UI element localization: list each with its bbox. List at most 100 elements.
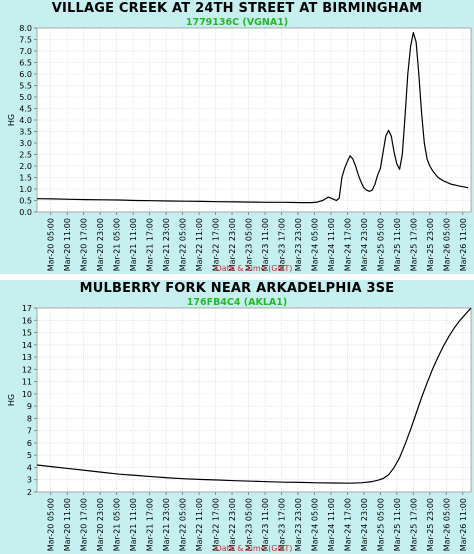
x-axis-label: Date & Time (GMT) bbox=[216, 544, 293, 553]
y-tick-label: 8 bbox=[27, 414, 32, 423]
x-tick-label: Mar-26 11:00 bbox=[459, 498, 468, 551]
y-tick-label: 2.0 bbox=[19, 162, 32, 171]
y-tick-label: 3.0 bbox=[19, 139, 32, 148]
x-tick-label: Mar-21 17:00 bbox=[146, 218, 155, 271]
x-tick-label: Mar-25 11:00 bbox=[393, 498, 402, 551]
x-tick-label: Mar-25 17:00 bbox=[409, 498, 418, 551]
x-tick-label: Mar-20 17:00 bbox=[80, 218, 89, 271]
y-tick-label: 7.0 bbox=[19, 47, 32, 56]
y-tick-label: 4 bbox=[27, 463, 32, 472]
chart-panel-vgna1: VILLAGE CREEK AT 24TH STREET AT BIRMINGH… bbox=[0, 0, 474, 274]
chart-title: VILLAGE CREEK AT 24TH STREET AT BIRMINGH… bbox=[51, 1, 423, 16]
x-tick-label: Mar-22 05:00 bbox=[179, 498, 188, 551]
x-tick-label: Mar-26 11:00 bbox=[459, 218, 468, 271]
y-axis-label: HG bbox=[7, 114, 16, 126]
x-tick-label: Mar-20 23:00 bbox=[96, 498, 105, 551]
y-tick-label: 4.0 bbox=[19, 116, 32, 125]
x-tick-label: Mar-25 23:00 bbox=[426, 218, 435, 271]
x-tick-label: Mar-22 11:00 bbox=[195, 498, 204, 551]
x-tick-label: Mar-23 05:00 bbox=[245, 498, 254, 551]
series-line bbox=[36, 307, 472, 484]
x-tick-label: Mar-21 11:00 bbox=[129, 218, 138, 271]
y-tick-label: 8.0 bbox=[19, 24, 32, 33]
chart-vgna1: 0.0 0.5 1.0 1.5 2.0 2.5 3.0 3.5 4.0 4.5 5.0 5.5 6.0 6… bbox=[7, 24, 472, 273]
chart-subtitle: 1779136C (VGNA1) bbox=[185, 17, 289, 28]
y-axis-label: HG bbox=[7, 394, 16, 406]
y-tick-label: 5 bbox=[27, 451, 32, 460]
x-tick-label: Mar-24 11:00 bbox=[327, 498, 336, 551]
y-tick-label: 2.5 bbox=[19, 151, 32, 160]
x-tick-label: Mar-21 23:00 bbox=[162, 498, 171, 551]
x-tick-label: Mar-24 17:00 bbox=[343, 498, 352, 551]
y-tick-label: 9 bbox=[27, 402, 32, 411]
y-tick-label: 1.0 bbox=[19, 185, 32, 194]
x-tick-label: Mar-25 17:00 bbox=[409, 218, 418, 271]
plot-border bbox=[36, 27, 472, 213]
y-tick-label: 5.5 bbox=[19, 82, 32, 91]
x-tick-label: Mar-20 17:00 bbox=[80, 498, 89, 551]
y-tick-label: 0.0 bbox=[19, 208, 32, 217]
y-tick-label: 1.5 bbox=[19, 174, 32, 183]
y-tick-label: 7 bbox=[27, 427, 32, 436]
plot-area bbox=[37, 308, 471, 492]
x-tick-label: Mar-21 05:00 bbox=[113, 498, 122, 551]
chart-akla1: 2 3 4 5 6 7 8 9 10 11 12 13 14 15 16 17 Mar-20 05:00 Mar-… bbox=[7, 304, 472, 553]
y-tick-label: 5.0 bbox=[19, 93, 32, 102]
x-tick-label: Mar-21 11:00 bbox=[129, 498, 138, 551]
series-line bbox=[36, 32, 469, 204]
x-tick-label: Mar-22 11:00 bbox=[195, 218, 204, 271]
y-tick-label: 2 bbox=[27, 488, 32, 497]
y-tick-label: 3 bbox=[27, 476, 32, 485]
x-tick-label: Mar-20 11:00 bbox=[63, 218, 72, 271]
y-tick-label: 17 bbox=[22, 304, 32, 313]
x-tick-label: Mar-23 11:00 bbox=[261, 498, 270, 551]
y-tick-label: 15 bbox=[22, 329, 32, 338]
y-tick-label: 16 bbox=[22, 316, 32, 325]
x-tick-label: Mar-20 05:00 bbox=[47, 218, 56, 271]
x-tick-label: Mar-23 23:00 bbox=[294, 498, 303, 551]
x-tick-label: Mar-22 05:00 bbox=[179, 218, 188, 271]
x-tick-label: Mar-23 17:00 bbox=[277, 218, 286, 271]
plot-border bbox=[36, 307, 472, 493]
x-tick-label: Mar-23 17:00 bbox=[277, 498, 286, 551]
y-tick-label: 7.5 bbox=[19, 36, 32, 45]
x-tick-label: Mar-20 23:00 bbox=[96, 218, 105, 271]
x-tick-label: Mar-24 17:00 bbox=[343, 218, 352, 271]
x-tick-label: Mar-20 05:00 bbox=[47, 498, 56, 551]
x-tick-label: Mar-21 23:00 bbox=[162, 218, 171, 271]
x-tick-label: Mar-26 05:00 bbox=[442, 498, 451, 551]
x-tick-label: Mar-24 11:00 bbox=[327, 218, 336, 271]
y-tick-label: 3.5 bbox=[19, 128, 32, 137]
x-tick-label: Mar-26 05:00 bbox=[442, 218, 451, 271]
x-tick-label: Mar-25 05:00 bbox=[376, 498, 385, 551]
y-tick-label: 10 bbox=[22, 390, 32, 399]
x-tick-label: Mar-24 05:00 bbox=[310, 218, 319, 271]
x-tick-label: Mar-25 05:00 bbox=[376, 218, 385, 271]
y-tick-label: 11 bbox=[22, 378, 32, 387]
x-tick-label: Mar-24 05:00 bbox=[310, 498, 319, 551]
y-tick-label: 6 bbox=[27, 439, 32, 448]
x-tick-label: Mar-25 11:00 bbox=[393, 218, 402, 271]
x-tick-label: Mar-22 23:00 bbox=[228, 218, 237, 271]
x-tick-label: Mar-23 23:00 bbox=[294, 218, 303, 271]
y-tick-label: 6.5 bbox=[19, 59, 32, 68]
x-tick-label: Mar-23 11:00 bbox=[261, 218, 270, 271]
y-tick-label: 14 bbox=[22, 341, 32, 350]
x-tick-label: Mar-22 17:00 bbox=[212, 218, 221, 271]
chart-subtitle: 176FB4C4 (AKLA1) bbox=[186, 297, 288, 308]
x-tick-label: Mar-21 05:00 bbox=[113, 218, 122, 271]
y-tick-label: 6.0 bbox=[19, 70, 32, 79]
x-tick-label: Mar-23 05:00 bbox=[245, 218, 254, 271]
x-tick-label: Mar-21 17:00 bbox=[146, 498, 155, 551]
y-tick-label: 12 bbox=[22, 365, 32, 374]
chart-panel-akla1: MULBERRY FORK NEAR ARKADELPHIA 3SE 176FB… bbox=[0, 280, 474, 554]
y-tick-label: 4.5 bbox=[19, 105, 32, 114]
x-tick-label: Mar-25 23:00 bbox=[426, 498, 435, 551]
x-tick-label: Mar-24 23:00 bbox=[360, 218, 369, 271]
x-tick-label: Mar-20 11:00 bbox=[63, 498, 72, 551]
x-tick-label: Mar-22 23:00 bbox=[228, 498, 237, 551]
x-axis-label: Date & Time (GMT) bbox=[216, 264, 293, 273]
y-tick-label: 0.5 bbox=[19, 197, 32, 206]
chart-title: MULBERRY FORK NEAR ARKADELPHIA 3SE bbox=[79, 281, 395, 296]
x-tick-label: Mar-22 17:00 bbox=[212, 498, 221, 551]
